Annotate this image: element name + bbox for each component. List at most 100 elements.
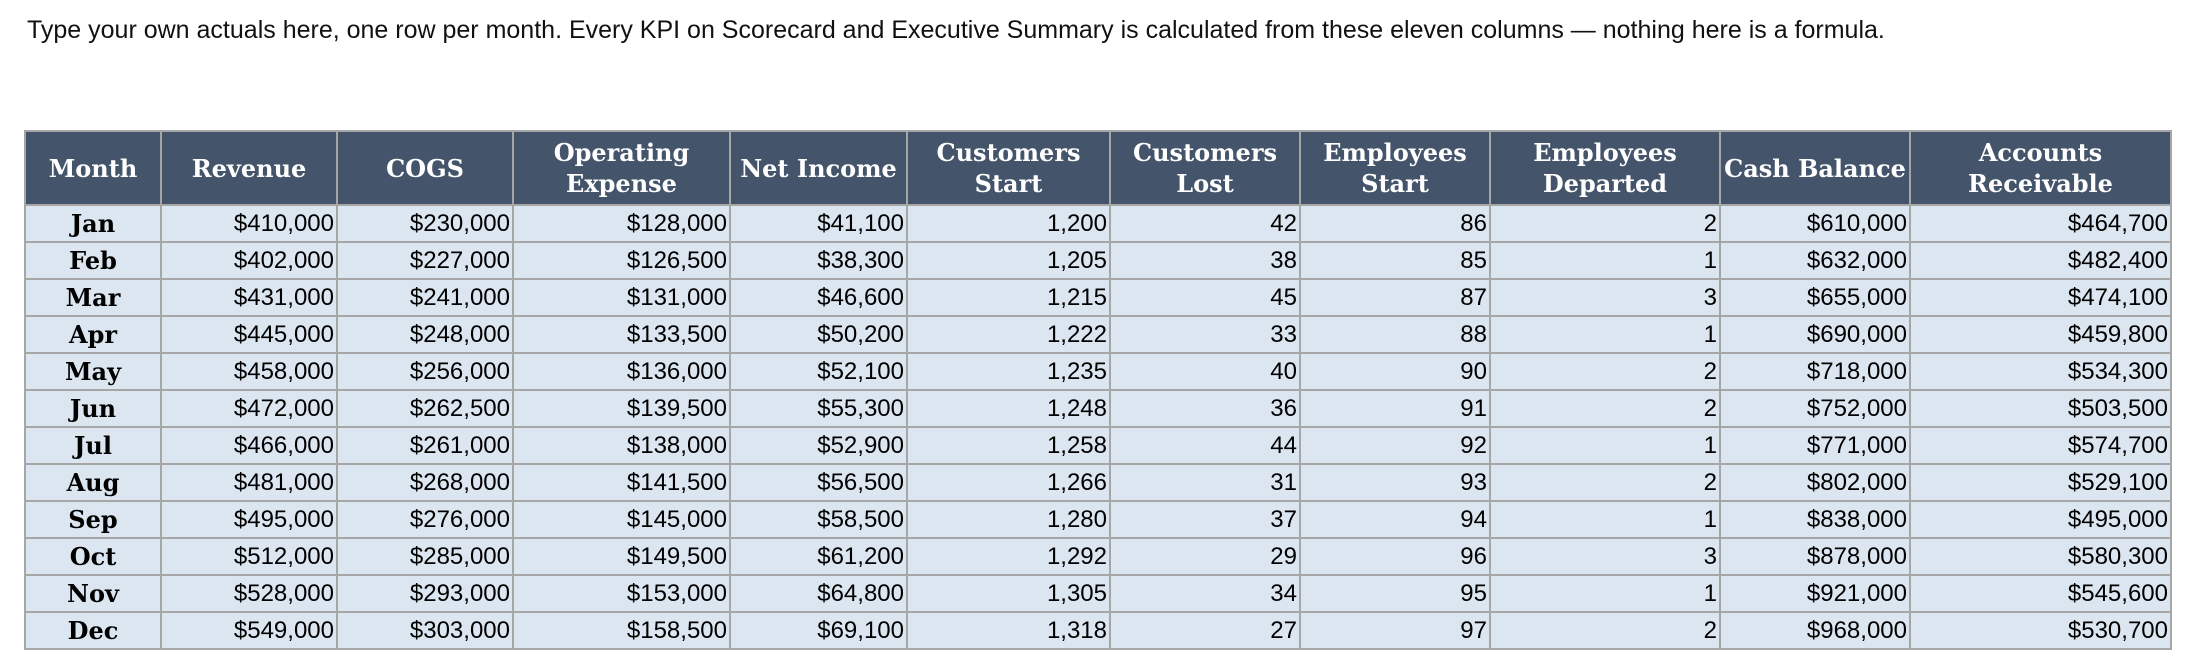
column-header-month[interactable]: Month <box>24 130 162 206</box>
cell-accounts-receivable[interactable]: $529,100 <box>1909 463 2172 502</box>
cell-customers-lost[interactable]: 29 <box>1109 537 1301 576</box>
cell-revenue[interactable]: $495,000 <box>160 500 338 539</box>
column-header-employees-departed[interactable]: Employees Departed <box>1489 130 1721 206</box>
cell-net-income[interactable]: $58,500 <box>729 500 908 539</box>
cell-employees-start[interactable]: 90 <box>1299 352 1491 391</box>
cell-cogs[interactable]: $276,000 <box>336 500 514 539</box>
cell-employees-start[interactable]: 87 <box>1299 278 1491 317</box>
cell-month[interactable]: Dec <box>24 611 162 650</box>
cell-customers-lost[interactable]: 36 <box>1109 389 1301 428</box>
cell-cogs[interactable]: $230,000 <box>336 204 514 243</box>
cell-cogs[interactable]: $227,000 <box>336 241 514 280</box>
cell-cogs[interactable]: $285,000 <box>336 537 514 576</box>
column-header-net-income[interactable]: Net Income <box>729 130 908 206</box>
cell-cash-balance[interactable]: $690,000 <box>1719 315 1911 354</box>
cell-month[interactable]: Aug <box>24 463 162 502</box>
cell-employees-departed[interactable]: 3 <box>1489 537 1721 576</box>
cell-net-income[interactable]: $61,200 <box>729 537 908 576</box>
cell-cash-balance[interactable]: $655,000 <box>1719 278 1911 317</box>
cell-employees-departed[interactable]: 3 <box>1489 278 1721 317</box>
cell-cogs[interactable]: $268,000 <box>336 463 514 502</box>
cell-month[interactable]: Jul <box>24 426 162 465</box>
cell-cogs[interactable]: $261,000 <box>336 426 514 465</box>
cell-accounts-receivable[interactable]: $580,300 <box>1909 537 2172 576</box>
cell-customers-start[interactable]: 1,280 <box>906 500 1111 539</box>
cell-customers-start[interactable]: 1,318 <box>906 611 1111 650</box>
column-header-customers-lost[interactable]: Customers Lost <box>1109 130 1301 206</box>
cell-cash-balance[interactable]: $878,000 <box>1719 537 1911 576</box>
cell-cogs[interactable]: $293,000 <box>336 574 514 613</box>
cell-customers-lost[interactable]: 27 <box>1109 611 1301 650</box>
cell-net-income[interactable]: $55,300 <box>729 389 908 428</box>
cell-month[interactable]: Sep <box>24 500 162 539</box>
cell-month[interactable]: Oct <box>24 537 162 576</box>
cell-employees-start[interactable]: 92 <box>1299 426 1491 465</box>
cell-revenue[interactable]: $481,000 <box>160 463 338 502</box>
cell-employees-departed[interactable]: 2 <box>1489 463 1721 502</box>
cell-employees-start[interactable]: 88 <box>1299 315 1491 354</box>
column-header-accounts-receivable[interactable]: Accounts Receivable <box>1909 130 2172 206</box>
cell-customers-start[interactable]: 1,235 <box>906 352 1111 391</box>
cell-net-income[interactable]: $52,100 <box>729 352 908 391</box>
cell-employees-start[interactable]: 95 <box>1299 574 1491 613</box>
cell-revenue[interactable]: $512,000 <box>160 537 338 576</box>
cell-employees-departed[interactable]: 2 <box>1489 204 1721 243</box>
cell-accounts-receivable[interactable]: $503,500 <box>1909 389 2172 428</box>
cell-customers-lost[interactable]: 40 <box>1109 352 1301 391</box>
cell-month[interactable]: Apr <box>24 315 162 354</box>
column-header-employees-start[interactable]: Employees Start <box>1299 130 1491 206</box>
cell-cash-balance[interactable]: $771,000 <box>1719 426 1911 465</box>
cell-employees-departed[interactable]: 1 <box>1489 426 1721 465</box>
cell-operating-expense[interactable]: $145,000 <box>512 500 731 539</box>
cell-revenue[interactable]: $528,000 <box>160 574 338 613</box>
cell-employees-start[interactable]: 94 <box>1299 500 1491 539</box>
cell-cogs[interactable]: $241,000 <box>336 278 514 317</box>
cell-customers-lost[interactable]: 45 <box>1109 278 1301 317</box>
cell-accounts-receivable[interactable]: $464,700 <box>1909 204 2172 243</box>
cell-operating-expense[interactable]: $126,500 <box>512 241 731 280</box>
column-header-operating-expense[interactable]: Operating Expense <box>512 130 731 206</box>
cell-customers-lost[interactable]: 38 <box>1109 241 1301 280</box>
cell-employees-departed[interactable]: 2 <box>1489 389 1721 428</box>
cell-employees-departed[interactable]: 1 <box>1489 315 1721 354</box>
cell-month[interactable]: Jun <box>24 389 162 428</box>
cell-customers-lost[interactable]: 31 <box>1109 463 1301 502</box>
cell-net-income[interactable]: $56,500 <box>729 463 908 502</box>
cell-customers-lost[interactable]: 37 <box>1109 500 1301 539</box>
cell-employees-start[interactable]: 97 <box>1299 611 1491 650</box>
cell-customers-lost[interactable]: 33 <box>1109 315 1301 354</box>
cell-customers-start[interactable]: 1,258 <box>906 426 1111 465</box>
cell-revenue[interactable]: $410,000 <box>160 204 338 243</box>
cell-revenue[interactable]: $445,000 <box>160 315 338 354</box>
cell-month[interactable]: May <box>24 352 162 391</box>
cell-customers-start[interactable]: 1,200 <box>906 204 1111 243</box>
cell-operating-expense[interactable]: $138,000 <box>512 426 731 465</box>
cell-cash-balance[interactable]: $718,000 <box>1719 352 1911 391</box>
cell-cash-balance[interactable]: $610,000 <box>1719 204 1911 243</box>
cell-employees-start[interactable]: 96 <box>1299 537 1491 576</box>
cell-revenue[interactable]: $549,000 <box>160 611 338 650</box>
cell-employees-departed[interactable]: 2 <box>1489 611 1721 650</box>
column-header-cash-balance[interactable]: Cash Balance <box>1719 130 1911 206</box>
column-header-cogs[interactable]: COGS <box>336 130 514 206</box>
cell-employees-start[interactable]: 93 <box>1299 463 1491 502</box>
cell-revenue[interactable]: $472,000 <box>160 389 338 428</box>
cell-revenue[interactable]: $431,000 <box>160 278 338 317</box>
cell-customers-start[interactable]: 1,215 <box>906 278 1111 317</box>
cell-month[interactable]: Feb <box>24 241 162 280</box>
cell-accounts-receivable[interactable]: $482,400 <box>1909 241 2172 280</box>
cell-customers-lost[interactable]: 44 <box>1109 426 1301 465</box>
cell-accounts-receivable[interactable]: $534,300 <box>1909 352 2172 391</box>
cell-month[interactable]: Jan <box>24 204 162 243</box>
cell-operating-expense[interactable]: $153,000 <box>512 574 731 613</box>
cell-customers-lost[interactable]: 34 <box>1109 574 1301 613</box>
cell-operating-expense[interactable]: $128,000 <box>512 204 731 243</box>
cell-cash-balance[interactable]: $838,000 <box>1719 500 1911 539</box>
cell-employees-departed[interactable]: 1 <box>1489 241 1721 280</box>
cell-net-income[interactable]: $38,300 <box>729 241 908 280</box>
cell-cash-balance[interactable]: $632,000 <box>1719 241 1911 280</box>
cell-net-income[interactable]: $52,900 <box>729 426 908 465</box>
cell-revenue[interactable]: $458,000 <box>160 352 338 391</box>
cell-accounts-receivable[interactable]: $545,600 <box>1909 574 2172 613</box>
cell-cogs[interactable]: $248,000 <box>336 315 514 354</box>
